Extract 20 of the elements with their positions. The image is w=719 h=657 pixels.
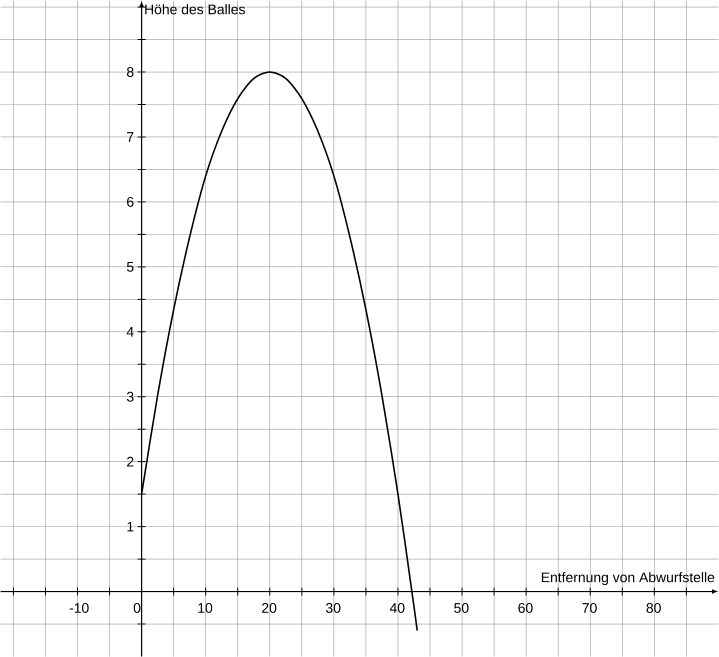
x-tick-label: 40 (390, 602, 404, 613)
y-tick-label: 7 (127, 132, 134, 142)
x-tick-label: 60 (518, 602, 533, 613)
x-tick-label: 50 (454, 602, 469, 613)
x-tick-label: -10 (70, 602, 89, 613)
y-tick-label: 2 (127, 456, 134, 466)
x-axis-title: Entfernung von Abwurfstelle (542, 572, 714, 586)
y-tick-label: 8 (126, 67, 134, 77)
x-tick-label: 10 (198, 602, 212, 613)
y-tick-label: 3 (126, 392, 134, 402)
x-tick-label: 20 (262, 602, 276, 613)
y-tick-label: 4 (126, 326, 134, 337)
y-tick-label: 1 (127, 522, 134, 532)
y-tick-label: 5 (126, 262, 134, 272)
x-tick-label: 70 (582, 602, 597, 613)
y-axis-title: Höhe des Balles (145, 4, 245, 14)
x-tick-label: 0 (134, 602, 140, 613)
y-tick-label: 6 (127, 196, 134, 207)
x-tick-label: 30 (326, 602, 340, 613)
x-tick-label: 80 (646, 602, 661, 613)
